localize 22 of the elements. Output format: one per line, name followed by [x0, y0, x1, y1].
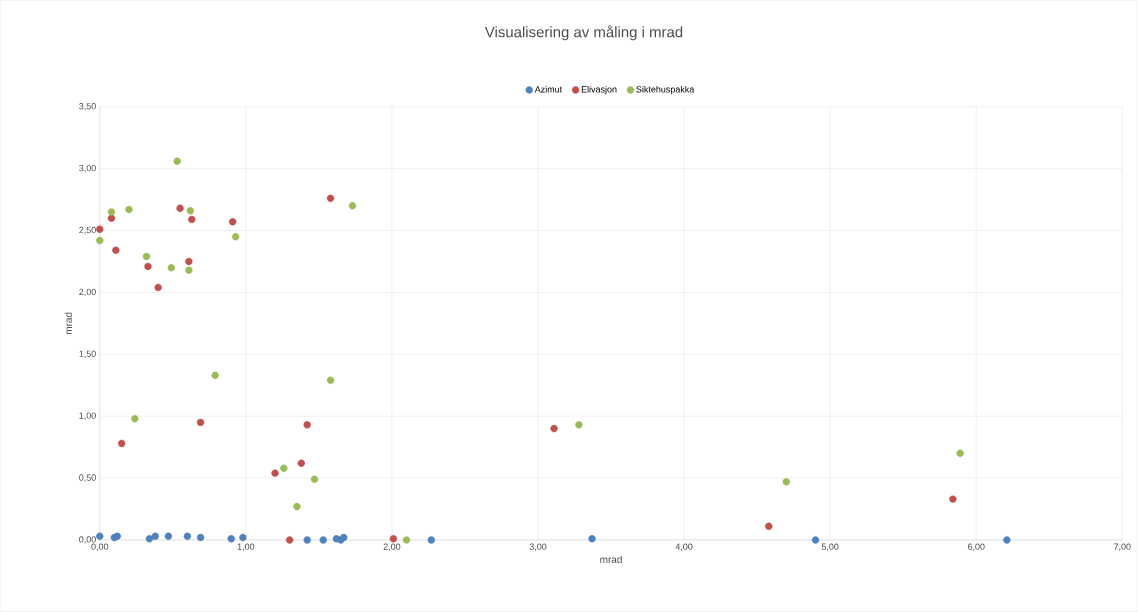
x-tick-label: 0,00 [91, 543, 109, 552]
x-tick-label: 7,00 [1114, 543, 1131, 552]
x-tick-label: 1,00 [237, 543, 255, 552]
x-tick-label: 4,00 [675, 543, 693, 552]
y-tick-label: 3,50 [79, 103, 96, 111]
legend-label: Elivasjon [581, 86, 617, 95]
legend-label: Siktehuspakka [636, 86, 695, 95]
y-axis-title: mrad [64, 312, 72, 335]
y-tick-label: 1,50 [79, 350, 96, 359]
chart-title: Visualisering av måling i mrad [484, 25, 683, 41]
legend-label: Azimut [534, 86, 563, 93]
y-tick-label: 2,50 [79, 226, 96, 235]
y-tick-label: 2,00 [79, 288, 96, 297]
y-tick-label: 1,00 [79, 412, 96, 421]
x-tick-label: 6,00 [967, 543, 985, 552]
y-tick-label: 3,00 [79, 165, 96, 173]
x-tick-label: 5,00 [821, 543, 839, 552]
x-tick-label: 2,00 [383, 543, 401, 552]
x-tick-label: 3,00 [529, 543, 547, 552]
y-tick-label: 0,50 [79, 474, 96, 482]
x-axis-title: mrad [600, 555, 622, 564]
y-tick-label: 0,00 [79, 536, 96, 544]
